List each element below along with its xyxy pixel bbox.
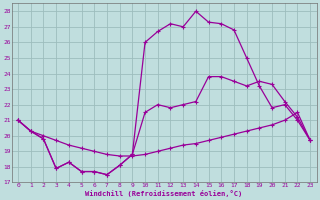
X-axis label: Windchill (Refroidissement éolien,°C): Windchill (Refroidissement éolien,°C) xyxy=(85,190,243,197)
